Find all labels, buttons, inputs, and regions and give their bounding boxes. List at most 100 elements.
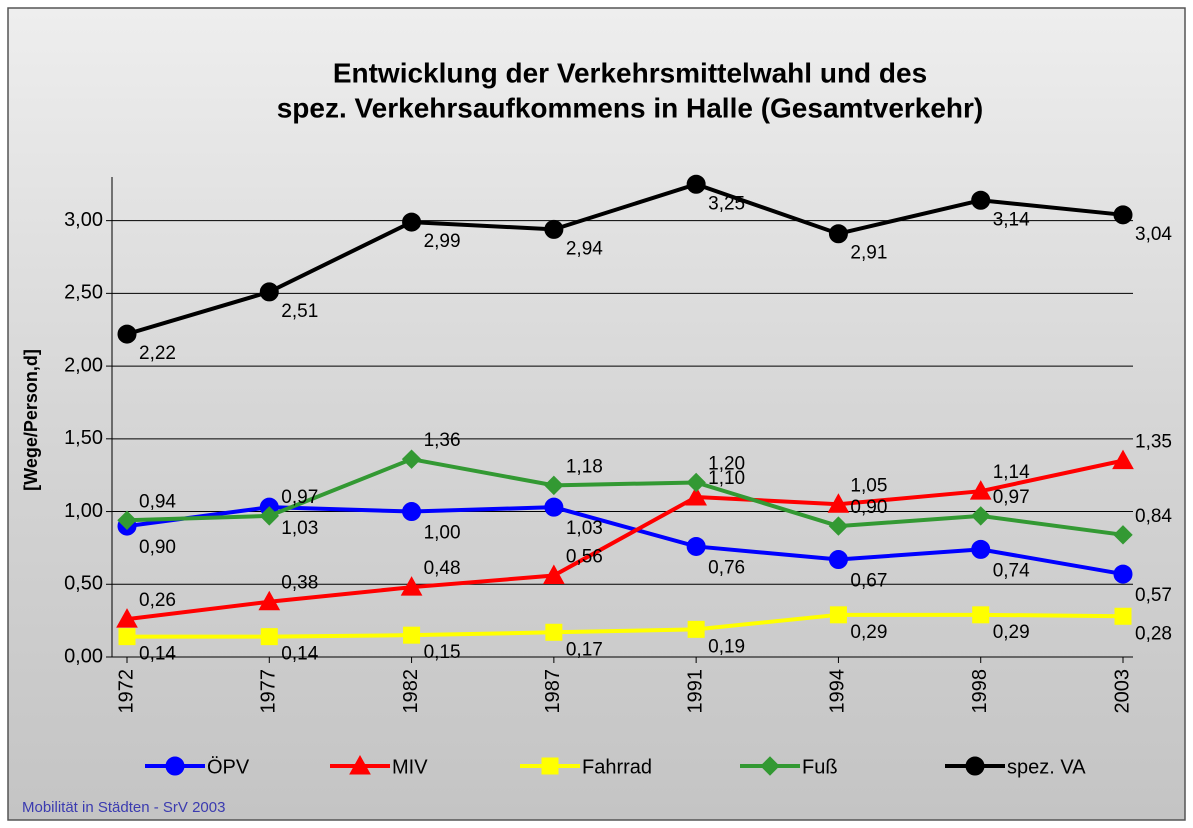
value-label: 1,20 [708, 453, 745, 474]
value-label: 0,48 [424, 558, 461, 579]
series-line [127, 612, 1124, 639]
data-point [1113, 525, 1133, 545]
value-label: 0,19 [708, 636, 745, 657]
value-label: 0,84 [1135, 506, 1172, 527]
value-label: 0,28 [1135, 623, 1172, 644]
data-point [829, 606, 847, 624]
data-point [971, 539, 991, 559]
data-point [117, 324, 137, 344]
x-tick-label: 1972 [115, 669, 137, 714]
value-label: 0,97 [993, 487, 1030, 508]
x-tick-label: 2003 [1111, 669, 1133, 714]
data-point [259, 282, 279, 302]
value-label: 3,25 [708, 193, 745, 214]
y-axis-label: [Wege/Person,d] [21, 349, 41, 491]
legend-label: MIV [392, 756, 428, 778]
legend-marker [965, 756, 985, 776]
value-label: 1,14 [993, 462, 1030, 483]
x-tick-label: 1977 [258, 669, 280, 714]
x-tick-label: 1994 [827, 669, 849, 714]
chart-subtitle: spez. Verkehrsaufkommens in Halle (Gesam… [277, 92, 984, 123]
value-label: 0,74 [993, 560, 1030, 581]
series-line [126, 458, 1124, 622]
data-point [260, 628, 278, 646]
data-point [971, 190, 991, 210]
footer: Mobilität in Städten - SrV 2003 [22, 799, 225, 816]
data-point [969, 480, 992, 500]
value-label: 2,99 [424, 231, 461, 252]
data-point [686, 174, 706, 194]
data-point [118, 628, 136, 646]
legend-marker [760, 756, 780, 776]
data-point [545, 623, 563, 641]
data-point [828, 550, 848, 570]
value-label: 1,36 [424, 430, 461, 451]
value-label: 3,14 [993, 209, 1030, 230]
data-point [402, 212, 422, 232]
data-point [828, 224, 848, 244]
value-label: 0,17 [566, 639, 603, 660]
value-label: 0,29 [850, 622, 887, 643]
data-point [686, 536, 706, 556]
legend-marker [165, 756, 185, 776]
value-label: 0,14 [139, 644, 176, 665]
value-label: 1,00 [424, 523, 461, 544]
value-label: 0,76 [708, 557, 745, 578]
y-tick-label: 2,50 [64, 282, 103, 304]
legend-label: Fuß [802, 756, 838, 778]
value-label: 1,35 [1135, 432, 1172, 453]
value-label: 0,97 [281, 487, 318, 508]
y-tick-label: 2,00 [64, 354, 103, 376]
data-point [1113, 205, 1133, 225]
data-point [259, 506, 279, 526]
data-point [685, 485, 707, 506]
legend-marker [541, 757, 559, 775]
data-point [1114, 607, 1132, 625]
legend-label: spez. VA [1007, 756, 1086, 778]
value-label: 0,14 [281, 644, 318, 665]
value-label: 2,94 [566, 238, 603, 259]
value-label: 3,04 [1135, 224, 1172, 245]
x-tick-label: 1987 [542, 669, 564, 714]
value-label: 0,38 [281, 573, 318, 594]
value-label: 1,05 [850, 475, 887, 496]
value-label: 0,90 [850, 497, 887, 518]
y-tick-label: 0,50 [64, 573, 103, 595]
chart-title: Entwicklung der Verkehrsmittelwahl und d… [333, 57, 927, 88]
data-point [1112, 449, 1134, 470]
x-tick-label: 1998 [969, 669, 991, 714]
data-point [544, 219, 564, 239]
value-label: 2,91 [850, 243, 887, 264]
data-point [971, 506, 991, 526]
series-line [126, 182, 1124, 337]
data-point [400, 576, 423, 596]
background [7, 7, 1186, 821]
value-label: 0,56 [566, 547, 603, 568]
series-line [126, 457, 1124, 537]
data-point [544, 497, 564, 517]
data-point [828, 516, 849, 536]
data-point [686, 472, 706, 493]
value-label: 1,03 [566, 518, 603, 539]
value-label: 0,67 [850, 571, 887, 592]
data-point [258, 590, 281, 611]
data-point [827, 493, 850, 513]
value-label: 0,26 [139, 590, 176, 611]
value-label: 2,51 [281, 301, 318, 322]
y-tick-label: 1,50 [64, 427, 103, 449]
legend-marker [349, 754, 371, 775]
value-label: 1,18 [566, 456, 603, 477]
value-label: 0,57 [1135, 585, 1172, 606]
value-label: 2,22 [139, 343, 176, 364]
value-label: 0,90 [139, 537, 176, 558]
value-label: 0,29 [993, 622, 1030, 643]
data-point [403, 626, 421, 644]
value-label: 1,10 [708, 468, 745, 489]
legend-label: Fahrrad [582, 756, 652, 778]
x-tick-label: 1982 [400, 669, 422, 714]
y-tick-label: 1,00 [64, 500, 103, 522]
value-label: 0,15 [424, 642, 461, 663]
data-point [544, 475, 564, 496]
data-point [402, 502, 422, 522]
